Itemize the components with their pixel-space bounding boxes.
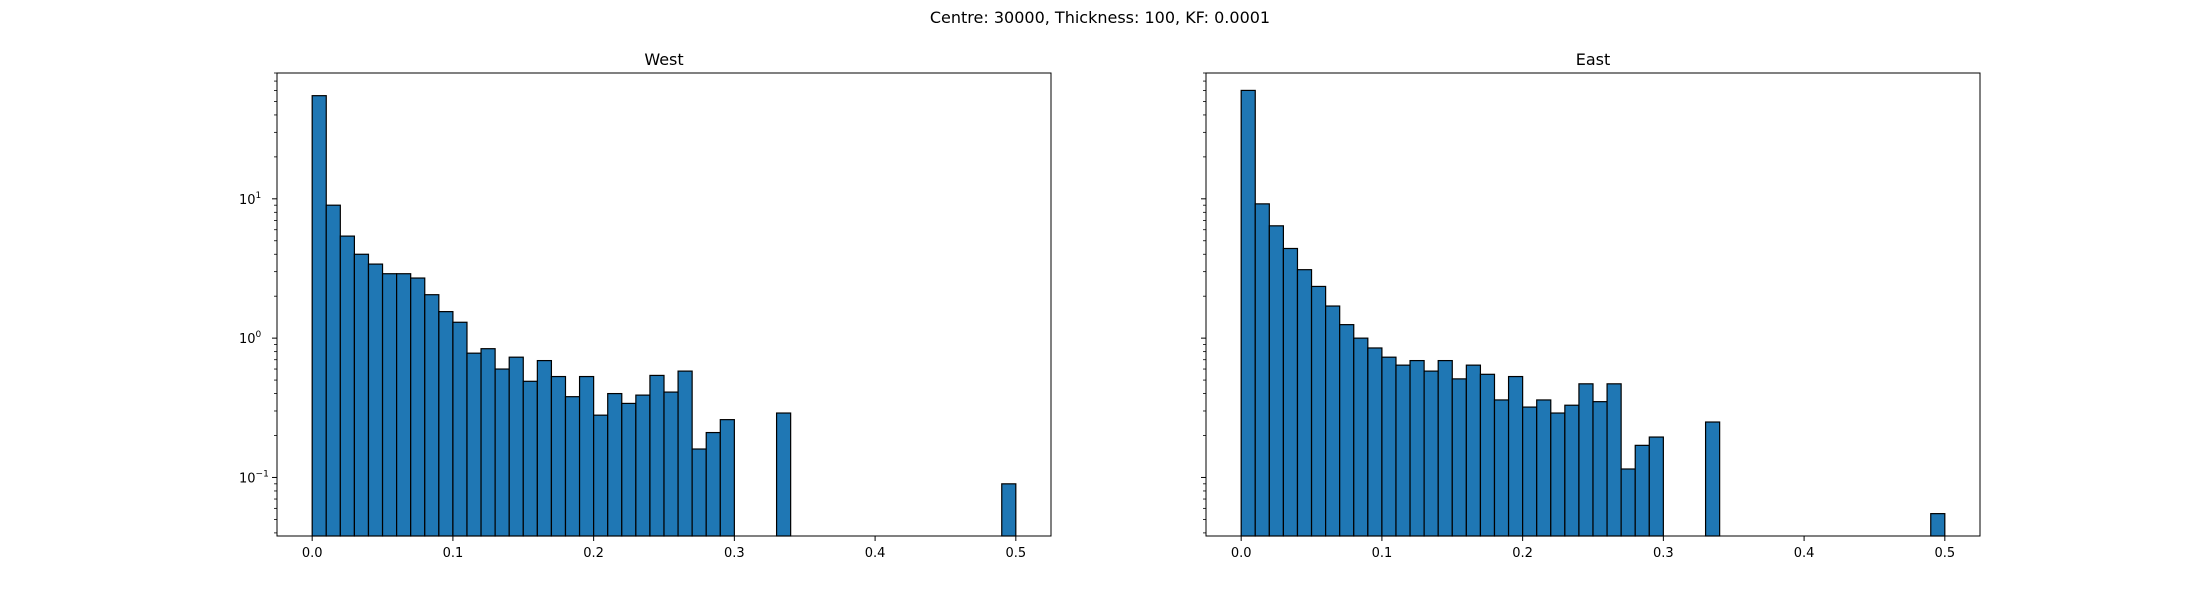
histogram-bar bbox=[1522, 406, 1538, 537]
x-tick-label: 0.2 bbox=[1512, 546, 1533, 561]
histogram-bar bbox=[452, 321, 468, 537]
histogram-bar bbox=[367, 263, 384, 537]
histogram-bar bbox=[424, 294, 440, 537]
histogram-bar bbox=[1268, 225, 1284, 537]
histogram-bar bbox=[550, 375, 567, 537]
histogram-bar bbox=[396, 273, 412, 537]
figure-suptitle: Centre: 30000, Thickness: 100, KF: 0.000… bbox=[929, 8, 1271, 27]
histogram-bar bbox=[635, 394, 651, 537]
histogram-bar bbox=[480, 348, 496, 537]
x-tick-label: 0.2 bbox=[583, 546, 604, 561]
histogram-bar bbox=[1240, 89, 1256, 537]
x-tick-label: 0.1 bbox=[1372, 546, 1393, 561]
histogram-bar bbox=[1648, 436, 1664, 537]
histogram-bar bbox=[494, 368, 510, 537]
histogram-bar bbox=[339, 235, 355, 537]
histogram-bar bbox=[1465, 364, 1482, 537]
histogram-bar bbox=[311, 95, 327, 537]
histogram-bar bbox=[1381, 356, 1397, 537]
histogram-bar bbox=[1310, 285, 1327, 537]
axes-frame bbox=[1205, 72, 1981, 537]
histogram-bar bbox=[522, 380, 538, 537]
x-tick-label: 0.3 bbox=[724, 546, 745, 561]
histogram-bar bbox=[1353, 337, 1369, 537]
x-tick-label: 0.4 bbox=[865, 546, 886, 561]
histogram-bar bbox=[1564, 404, 1580, 537]
histogram-bar bbox=[438, 311, 454, 537]
x-tick-label: 0.0 bbox=[1231, 546, 1252, 561]
histogram-bar bbox=[1339, 324, 1355, 537]
histogram-bar bbox=[691, 448, 707, 537]
histogram-bar bbox=[1325, 305, 1341, 537]
chart-panel-west: West 0.0 0.1 0.2 0.3 0.4 0.5 10−1 100 101 bbox=[239, 50, 1052, 561]
chart-panel-east: East 0.0 0.1 0.2 0.3 0.4 0.5 bbox=[1201, 50, 1981, 561]
histogram-bar bbox=[1634, 444, 1650, 537]
histogram-bar bbox=[1451, 378, 1467, 537]
histogram-bar bbox=[1409, 359, 1425, 537]
histogram-bar bbox=[1930, 513, 1946, 537]
histogram-bar bbox=[410, 277, 426, 537]
histogram-bar bbox=[1507, 375, 1524, 537]
chart-title: West bbox=[644, 50, 683, 69]
chart-title: East bbox=[1576, 50, 1611, 69]
histogram-bar bbox=[1479, 373, 1496, 537]
histogram-bar bbox=[1437, 359, 1453, 537]
histogram-bar bbox=[1536, 399, 1552, 537]
histogram-bar bbox=[1592, 401, 1608, 537]
histogram-bar bbox=[621, 402, 637, 537]
x-tick-label: 0.5 bbox=[1934, 546, 1955, 561]
histogram-bar bbox=[508, 356, 524, 537]
histogram-bar bbox=[1550, 412, 1566, 537]
y-tick-label: 10−1 bbox=[239, 469, 269, 486]
histogram-bar bbox=[1620, 468, 1636, 537]
histogram-bar bbox=[578, 375, 595, 537]
histogram-bar bbox=[663, 391, 679, 537]
histogram-bar bbox=[649, 374, 665, 537]
histogram-bar bbox=[564, 396, 581, 537]
histogram-bar bbox=[775, 412, 792, 537]
histogram-bar bbox=[1578, 383, 1594, 537]
histogram-bar bbox=[607, 392, 623, 537]
histogram-bar bbox=[353, 253, 370, 537]
y-tick-label: 100 bbox=[239, 330, 262, 347]
histogram-bar bbox=[1423, 370, 1439, 537]
histogram-bar bbox=[381, 273, 398, 537]
histogram-bar bbox=[1296, 269, 1313, 537]
histogram-bar bbox=[1282, 247, 1299, 537]
histogram-bar bbox=[1704, 421, 1721, 537]
histogram-bar bbox=[536, 359, 553, 537]
histogram-bar bbox=[719, 419, 735, 537]
histogram-bar bbox=[1395, 364, 1411, 537]
x-tick-label: 0.0 bbox=[302, 546, 323, 561]
histogram-bar bbox=[466, 352, 482, 537]
histogram-bar bbox=[1254, 203, 1270, 537]
x-tick-label: 0.1 bbox=[443, 546, 464, 561]
histogram-bar bbox=[1001, 483, 1017, 537]
histogram-bar bbox=[593, 414, 609, 537]
x-tick-label: 0.4 bbox=[1794, 546, 1815, 561]
histogram-bar bbox=[1367, 347, 1383, 537]
histogram-bar bbox=[1493, 399, 1510, 537]
histogram-bar bbox=[677, 370, 693, 537]
histogram-bar bbox=[705, 431, 721, 537]
y-tick-label: 101 bbox=[239, 191, 261, 208]
histogram-bar bbox=[1606, 383, 1622, 537]
axes-frame bbox=[276, 72, 1052, 537]
histogram-bar bbox=[325, 204, 341, 537]
x-tick-label: 0.3 bbox=[1653, 546, 1674, 561]
x-tick-label: 0.5 bbox=[1005, 546, 1026, 561]
